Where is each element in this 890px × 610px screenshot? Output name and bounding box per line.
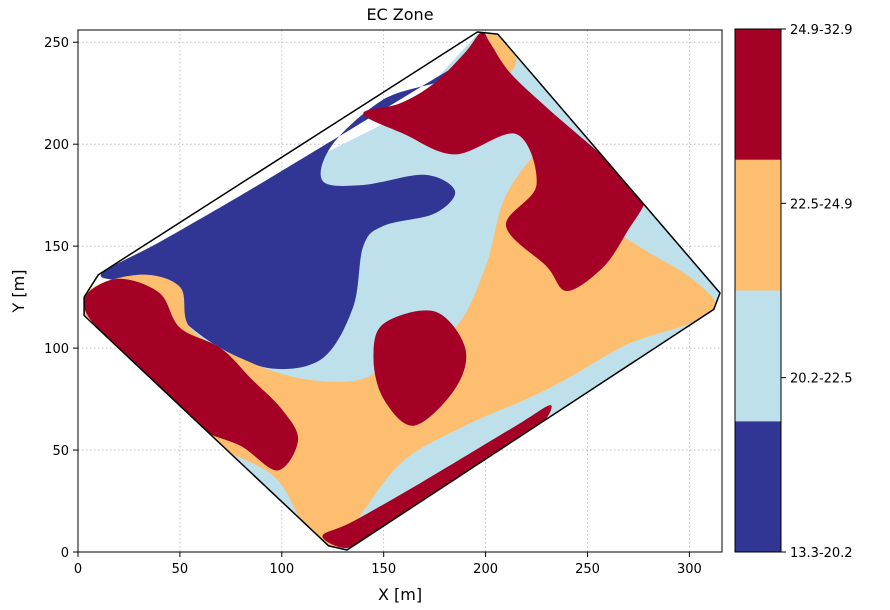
zone-region-24.9-32.9 xyxy=(373,310,467,426)
colorbar-frame xyxy=(734,28,782,553)
colorbar-segment xyxy=(735,159,781,291)
y-tick-label: 250 xyxy=(44,36,69,51)
x-tick-label: 0 xyxy=(74,562,82,577)
colorbar-label: 22.5-24.9 xyxy=(790,197,853,212)
zone-map xyxy=(84,32,720,550)
y-tick-label: 50 xyxy=(52,444,69,459)
colorbar-segment xyxy=(735,290,781,422)
colorbar-label: 24.9-32.9 xyxy=(790,23,853,38)
y-tick-label: 0 xyxy=(61,546,69,561)
zone-region-24.9-32.9 xyxy=(363,32,645,291)
x-axis: 0 50 100 150 200 250 300 xyxy=(74,552,702,577)
x-axis-label: X [m] xyxy=(378,585,422,604)
zone-region-13.3-20.2 xyxy=(100,65,459,370)
colorbar-label: 20.2-22.5 xyxy=(790,372,853,387)
y-tick-label: 200 xyxy=(44,138,69,153)
y-axis-label: Y [m] xyxy=(9,270,28,314)
x-tick-label: 100 xyxy=(269,562,294,577)
x-tick-label: 250 xyxy=(575,562,600,577)
field-boundary xyxy=(83,31,721,551)
colorbar-label: 13.3-20.2 xyxy=(790,546,853,561)
chart-title: EC Zone xyxy=(366,5,433,24)
x-tick-label: 200 xyxy=(473,562,498,577)
x-tick-label: 150 xyxy=(371,562,396,577)
plot-frame xyxy=(77,29,723,553)
colorbar-segment xyxy=(735,29,781,160)
zone-region-24.9-32.9 xyxy=(322,405,552,549)
x-tick-label: 50 xyxy=(172,562,189,577)
colorbar-segment xyxy=(735,421,781,552)
y-tick-label: 150 xyxy=(44,240,69,255)
y-axis: 0 50 100 150 200 250 xyxy=(44,36,78,561)
zone-region-24.9-32.9 xyxy=(84,278,299,471)
colorbar: 24.9-32.9 22.5-24.9 20.2-22.5 13.3-20.2 xyxy=(734,23,853,561)
x-tick-label: 300 xyxy=(677,562,702,577)
y-tick-label: 100 xyxy=(44,342,69,357)
